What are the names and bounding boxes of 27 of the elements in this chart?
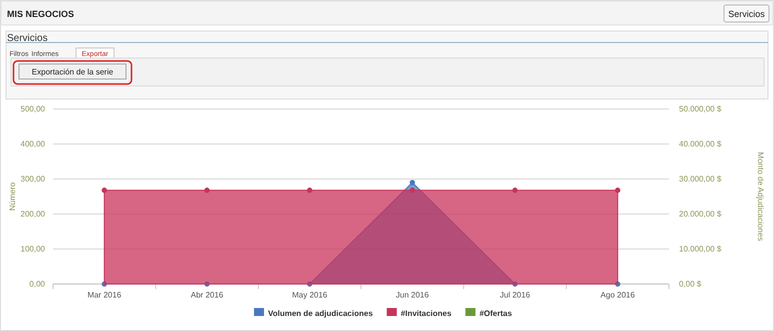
x-tick-label: May 2016: [292, 290, 328, 300]
legend-label: #Ofertas: [479, 309, 512, 318]
y-axis-title: Número: [8, 182, 17, 211]
y2-tick-label: 30.000,00 $: [679, 174, 722, 184]
y-tick-label: 200,00: [20, 210, 46, 219]
y2-tick-label: 20.000,00 $: [679, 210, 722, 219]
export-button: Exportación de la serie: [12, 60, 132, 85]
text: Servicios: [7, 33, 48, 44]
y-tick-label: 0,00: [29, 280, 46, 289]
y-tick-label: 300,00: [20, 174, 46, 184]
button: Servicios: [724, 4, 770, 22]
legend-label: #Invitaciones: [400, 309, 452, 318]
x-tick-label: Mar 2016: [87, 290, 122, 300]
x-tick-label: Abr 2016: [190, 290, 224, 300]
y2-tick-label: 0,00 $: [679, 280, 702, 289]
y-tick-label: 100,00: [20, 244, 46, 254]
legend-label: Volumen de adjudicaciones: [268, 309, 374, 318]
chart-title: MIS NEGOCIOS: [7, 9, 74, 19]
y-tick-label: 400,00: [20, 140, 46, 149]
x-tick-label: Ago 2016: [600, 290, 636, 300]
x-tick-label: Jul 2016: [500, 290, 531, 300]
y2-tick-label: 10.000,00 $: [679, 244, 722, 254]
x-tick-label: Jun 2016: [396, 290, 430, 300]
y2-tick-label: 40.000,00 $: [679, 140, 722, 149]
y-tick-label: 500,00: [20, 104, 46, 114]
y2-tick-label: 50.000,00 $: [679, 104, 722, 114]
y2-axis-title: Monto de Adjudicaciones: [756, 152, 765, 241]
